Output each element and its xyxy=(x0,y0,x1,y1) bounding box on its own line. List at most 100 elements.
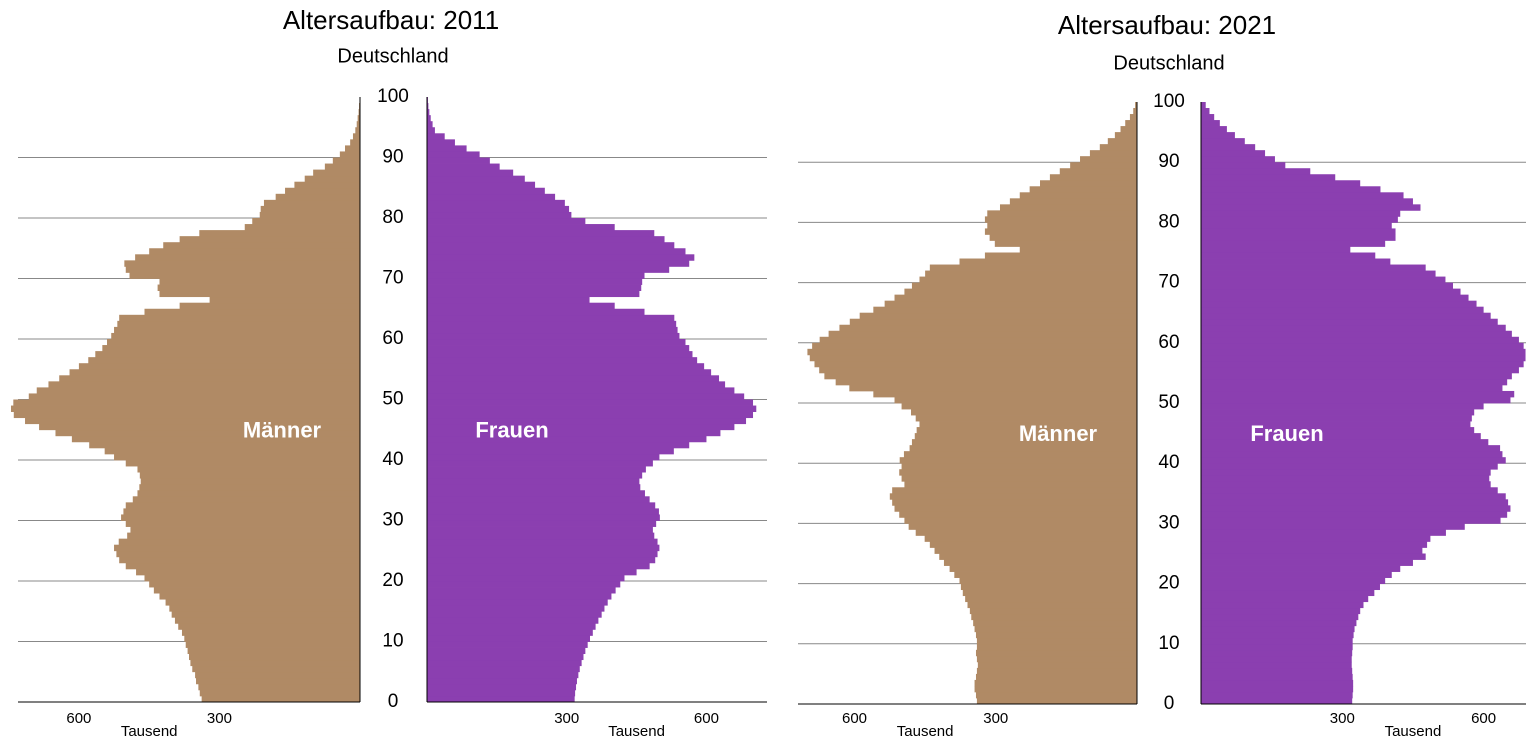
bar xyxy=(1201,210,1401,217)
bar xyxy=(1201,415,1472,422)
bar xyxy=(904,481,1137,488)
bar xyxy=(909,445,1137,452)
bar xyxy=(824,372,1137,380)
bar xyxy=(427,617,599,624)
bar xyxy=(1201,637,1353,645)
bar xyxy=(1201,691,1353,699)
bar xyxy=(1201,102,1206,109)
bar xyxy=(943,559,1137,566)
bar xyxy=(153,587,360,594)
bar xyxy=(427,659,582,667)
bar xyxy=(1201,439,1489,446)
bar xyxy=(1201,553,1426,560)
bar xyxy=(975,649,1137,657)
bar xyxy=(1201,372,1512,380)
bar xyxy=(849,318,1137,326)
bar xyxy=(427,665,580,673)
bar xyxy=(984,228,1137,235)
bar xyxy=(427,381,726,388)
bar xyxy=(899,469,1137,476)
bar xyxy=(1201,607,1361,615)
bar xyxy=(427,351,693,358)
bar xyxy=(960,583,1137,591)
bar xyxy=(252,218,360,225)
bar xyxy=(159,593,360,600)
bar xyxy=(975,691,1137,699)
bar xyxy=(427,514,660,521)
bar xyxy=(1201,523,1465,530)
bar xyxy=(427,332,680,340)
bar xyxy=(1125,120,1137,127)
bar xyxy=(1201,378,1508,386)
bar xyxy=(427,496,650,503)
bar xyxy=(1201,529,1446,536)
bar xyxy=(127,532,360,540)
bar xyxy=(48,381,360,388)
bar xyxy=(130,526,360,533)
bar xyxy=(1201,625,1355,633)
bar xyxy=(196,677,360,685)
bar xyxy=(427,478,640,485)
bar xyxy=(125,460,361,467)
bar xyxy=(427,339,686,346)
bar xyxy=(25,417,360,425)
bar xyxy=(1201,174,1336,181)
y-tick-label: 50 xyxy=(1158,392,1179,413)
bar xyxy=(901,463,1137,470)
bar xyxy=(357,115,360,122)
bar xyxy=(144,574,360,582)
y-tick-label: 70 xyxy=(382,268,403,289)
bar xyxy=(149,581,360,588)
bar xyxy=(1201,457,1506,464)
bar xyxy=(1201,330,1512,338)
bar xyxy=(427,683,577,691)
bar xyxy=(839,324,1137,332)
bar xyxy=(1059,168,1137,175)
x-tick-label: 600 xyxy=(694,710,719,727)
bar xyxy=(904,288,1137,296)
bar xyxy=(1201,192,1404,199)
bar xyxy=(427,581,621,588)
bar xyxy=(111,332,361,340)
bar xyxy=(929,541,1137,548)
bar xyxy=(1201,354,1526,362)
bar xyxy=(939,553,1137,560)
x-tick-label: 600 xyxy=(66,710,91,727)
bar xyxy=(332,157,360,164)
bar xyxy=(835,378,1137,386)
bar xyxy=(1120,126,1137,133)
bar xyxy=(184,635,360,642)
x-tick-label: 300 xyxy=(554,710,579,727)
bar xyxy=(427,502,656,509)
bar xyxy=(427,556,656,564)
bar xyxy=(427,218,586,225)
bar xyxy=(1201,360,1524,368)
bar xyxy=(916,427,1137,434)
bar xyxy=(95,351,361,358)
bar xyxy=(427,490,645,497)
chart-title: Altersaufbau: 2011 xyxy=(283,5,499,35)
bar xyxy=(88,357,360,364)
bar xyxy=(427,199,565,207)
bar xyxy=(345,145,360,152)
bar xyxy=(1201,655,1352,663)
y-tick-label: 20 xyxy=(382,570,403,591)
bar xyxy=(427,526,653,533)
bar xyxy=(1201,427,1475,434)
bar xyxy=(169,605,360,612)
bar xyxy=(969,607,1137,615)
bar xyxy=(136,568,360,576)
bar xyxy=(275,193,360,201)
bar xyxy=(13,411,360,419)
bar xyxy=(1201,156,1275,163)
bar xyxy=(1201,697,1353,705)
bar xyxy=(285,187,360,195)
bar xyxy=(189,653,360,661)
x-axis-label: Tausend xyxy=(897,723,954,740)
bar xyxy=(427,574,625,582)
bar xyxy=(962,589,1137,597)
bar xyxy=(1201,132,1235,139)
bar xyxy=(1201,547,1423,554)
bar xyxy=(427,393,745,400)
